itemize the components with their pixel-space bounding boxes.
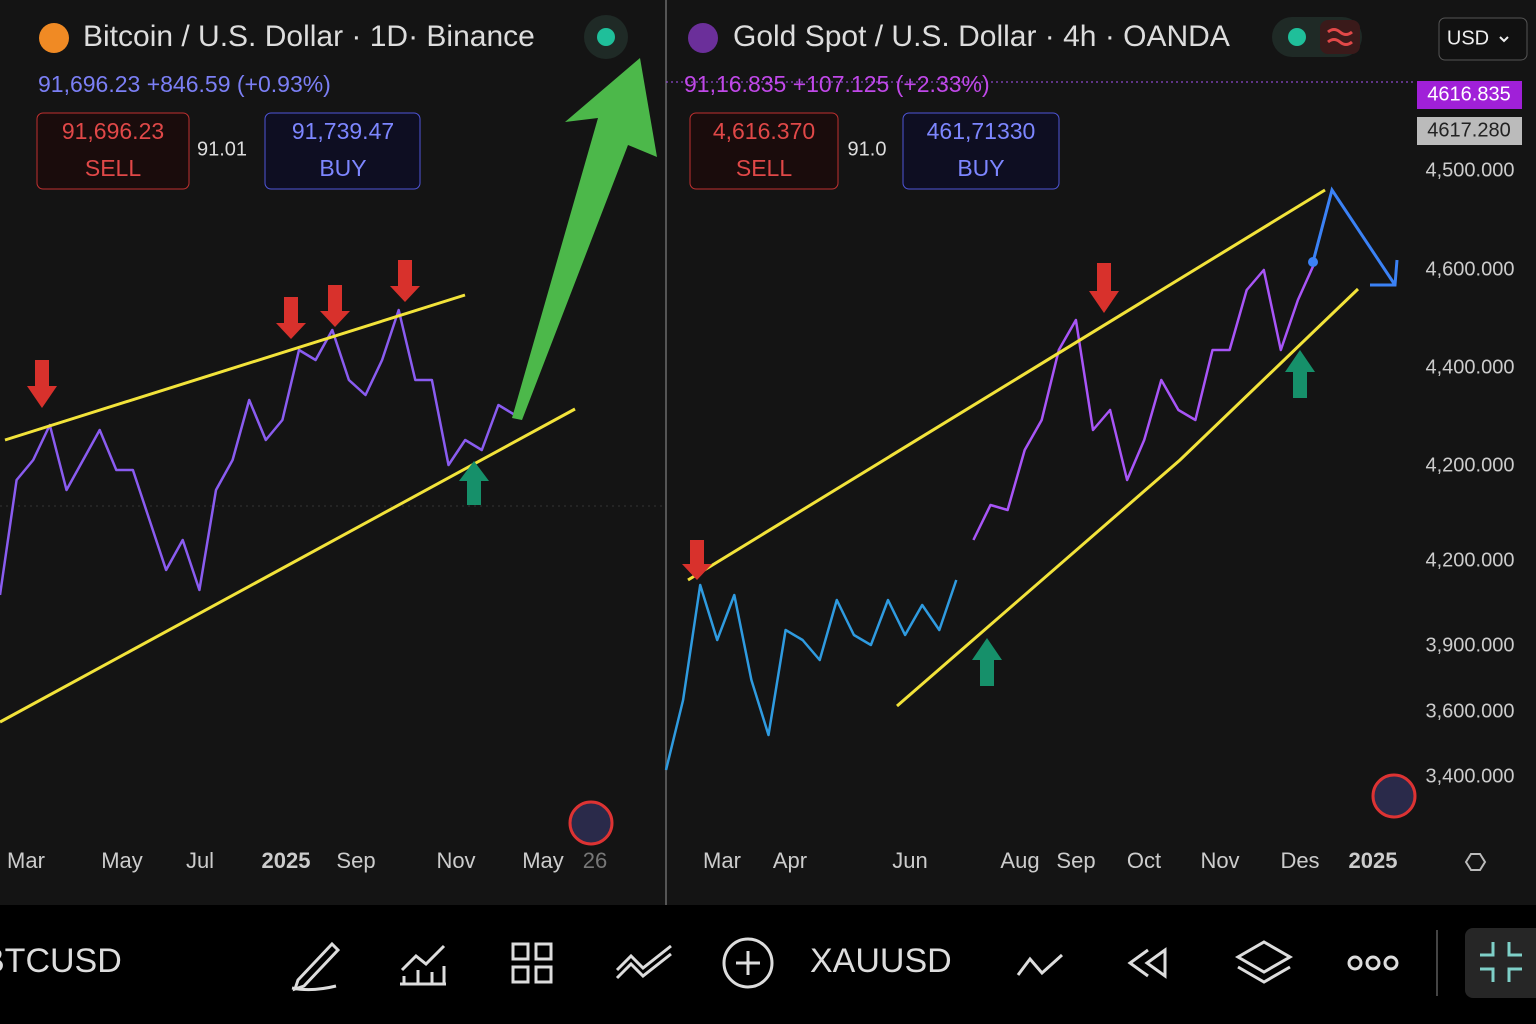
- sell-price: 91,696.23: [62, 118, 164, 144]
- toolbar: [0, 905, 1536, 1024]
- sell-arrows: [27, 260, 1119, 580]
- alert-icon: [1327, 28, 1353, 46]
- price-tag: [1417, 81, 1522, 109]
- chevron: [1499, 36, 1509, 43]
- price-tag-text: 4617.280: [1427, 119, 1510, 141]
- x-axis-label: Mar: [703, 848, 741, 873]
- event-flag[interactable]: [568, 800, 614, 846]
- y-axis-label: 3,400.000: [1426, 765, 1515, 787]
- y-axis-label: 3,900.000: [1426, 634, 1515, 656]
- quote: 91,696.23 +846.59 (+0.93%): [38, 71, 331, 97]
- x-axis-label: Nov: [436, 848, 475, 873]
- y-axis-label: 4,200.000: [1426, 454, 1515, 476]
- status-dot: [1288, 28, 1306, 46]
- x-axis-label: Aug: [1000, 848, 1039, 873]
- title: Bitcoin / U.S. Dollar · 1D· Binance: [83, 20, 535, 53]
- x-axis-label: Jul: [186, 848, 214, 873]
- trendline: [4, 293, 466, 442]
- buy-label: BUY: [319, 155, 366, 181]
- forecast-path: [1311, 186, 1399, 287]
- x-axis-label: May: [101, 848, 143, 873]
- sell-button[interactable]: [36, 112, 190, 190]
- spread: 91.0: [848, 138, 887, 160]
- buy-button[interactable]: [902, 112, 1060, 190]
- symbol[interactable]: BTCUSD: [0, 942, 122, 980]
- quote: 91,16.835 +107.125 (+2.33%): [684, 71, 990, 97]
- x-axis-label: 2025: [262, 848, 311, 873]
- buy-price: 461,71330: [927, 118, 1036, 144]
- alert[interactable]: [1320, 20, 1360, 54]
- sell-label: SELL: [736, 155, 792, 181]
- x-axis-label: 2025: [1349, 848, 1398, 873]
- y-axis-label: 3,600.000: [1426, 700, 1515, 722]
- last-point: [1308, 257, 1318, 267]
- x-axis-label: 26: [583, 848, 607, 873]
- symbol[interactable]: XAUUSD: [810, 942, 952, 980]
- currency: USD: [1447, 27, 1489, 49]
- sell-label: SELL: [85, 155, 141, 181]
- x-axis-label: Mar: [7, 848, 45, 873]
- gold-icon: [688, 23, 718, 53]
- buy-button[interactable]: [264, 112, 421, 190]
- y-axis-label: 4,600.000: [1426, 258, 1515, 280]
- toolbar-icons[interactable]: [291, 937, 1399, 992]
- y-axis-label: 4,500.000: [1426, 159, 1515, 181]
- btc-icon: [39, 23, 69, 53]
- price-line: [972, 261, 1317, 541]
- trendline: [687, 188, 1326, 582]
- forecast-arrow: [512, 58, 657, 420]
- price-line: [664, 579, 958, 771]
- title: Gold Spot / U.S. Dollar · 4h · OANDA: [733, 20, 1230, 53]
- currency-button[interactable]: [1438, 17, 1528, 61]
- spread: 91.01: [197, 138, 247, 160]
- buy-label: BUY: [957, 155, 1004, 181]
- buy-arrows: [459, 350, 1315, 686]
- price-tag-text: 4616.835: [1427, 83, 1510, 105]
- sell-price: 4,616.370: [713, 118, 815, 144]
- x-axis-label: Sep: [1056, 848, 1095, 873]
- layout-button[interactable]: [1465, 928, 1536, 998]
- price-line: [0, 308, 516, 596]
- y-axis-label: 4,200.000: [1426, 549, 1515, 571]
- x-axis-label: Jun: [892, 848, 927, 873]
- layout-icon: [1480, 942, 1522, 982]
- y-axis-label: 4,400.000: [1426, 356, 1515, 378]
- trendline: [0, 407, 576, 724]
- x-axis-label: Apr: [773, 848, 807, 873]
- x-axis-label: Des: [1280, 848, 1319, 873]
- x-axis-label: May: [522, 848, 564, 873]
- x-axis-label: Oct: [1127, 848, 1161, 873]
- price-tag: [1417, 117, 1522, 145]
- trendline: [896, 287, 1360, 708]
- x-axis-label: Sep: [336, 848, 375, 873]
- x-axis-label: Nov: [1200, 848, 1239, 873]
- buy-price: 91,739.47: [292, 118, 394, 144]
- sell-button[interactable]: [689, 112, 839, 190]
- status-dot: [597, 28, 615, 46]
- settings-icon[interactable]: [1464, 853, 1487, 871]
- event-flag[interactable]: [1371, 773, 1417, 819]
